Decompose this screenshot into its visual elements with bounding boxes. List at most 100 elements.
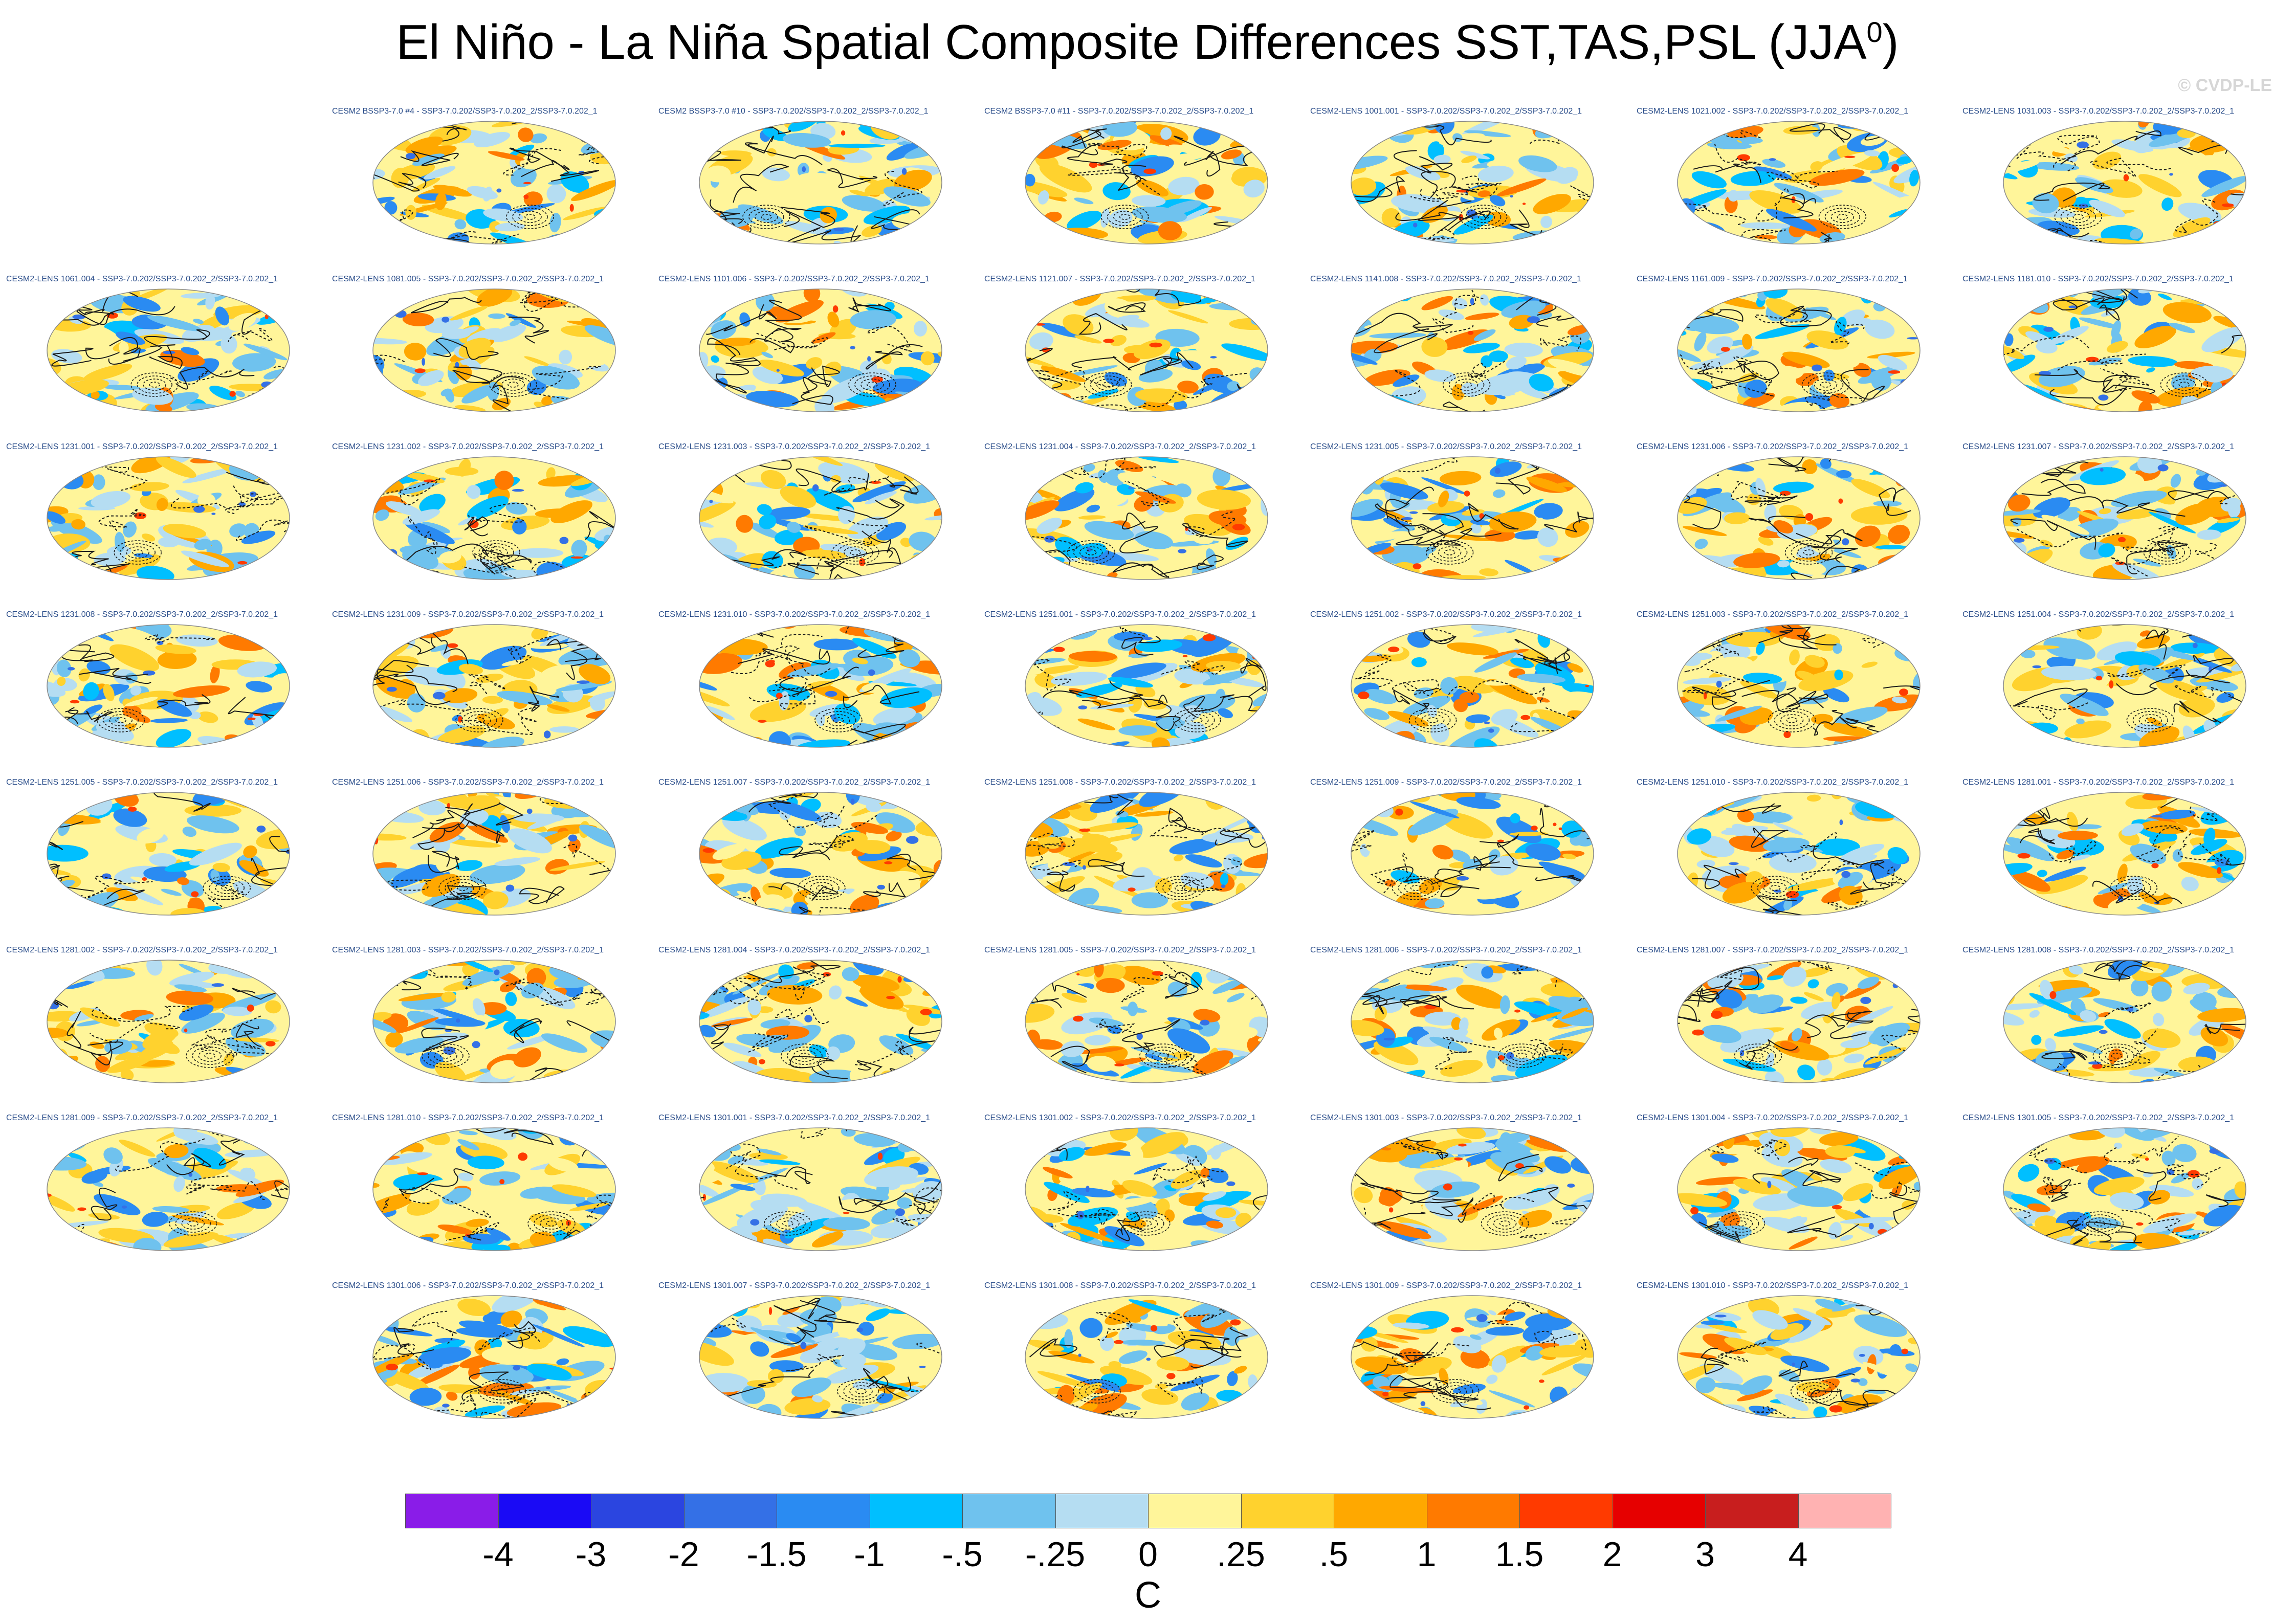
anomaly-patch	[1691, 171, 1727, 189]
anomaly-patch	[2143, 1028, 2181, 1048]
anomaly-patch	[373, 833, 407, 841]
psl-contour	[2003, 701, 2088, 721]
anomaly-patch	[2197, 529, 2221, 540]
anomaly-patch	[1721, 826, 1769, 835]
anomaly-patch	[1820, 1159, 1852, 1173]
anomaly-patch	[2044, 866, 2086, 882]
anomaly-patch	[2170, 642, 2220, 654]
anomaly-patch	[866, 802, 881, 812]
anomaly-patch	[1453, 1336, 1482, 1353]
psl-contour	[1351, 1333, 1404, 1358]
anomaly-patch	[928, 1307, 942, 1323]
psl-contour	[1790, 123, 1851, 143]
anomaly-patch	[782, 1306, 800, 1315]
psl-contour	[1692, 680, 1771, 710]
anomaly-patch	[174, 984, 207, 992]
anomaly-patch	[762, 551, 783, 569]
anomaly-patch	[1216, 792, 1242, 801]
anomaly-patch	[599, 232, 615, 241]
anomaly-spot	[1527, 316, 1540, 323]
anomaly-patch	[142, 1211, 169, 1227]
psl-contour	[1741, 687, 1801, 713]
anomaly-patch	[1227, 381, 1240, 391]
anomaly-patch	[1430, 722, 1449, 743]
psl-contour	[1240, 662, 1267, 698]
anomaly-spot	[543, 730, 551, 739]
psl-contour	[1678, 988, 1718, 1007]
psl-contour	[1480, 833, 1543, 868]
anomaly-patch	[83, 682, 99, 700]
anomaly-patch	[1884, 742, 1906, 747]
anomaly-patch	[1398, 1141, 1437, 1155]
anomaly-patch	[862, 683, 889, 693]
psl-contour-ring	[472, 540, 520, 565]
anomaly-patch	[892, 1333, 942, 1349]
anomaly-patch	[56, 659, 72, 678]
panel-title: CESM2-LENS 1301.003 - SSP3-7.0.202/SSP3-…	[1310, 1114, 1582, 1122]
panel-title: CESM2-LENS 1281.001 - SSP3-7.0.202/SSP3-…	[1962, 778, 2235, 787]
anomaly-patch	[1459, 691, 1480, 703]
anomaly-patch	[2098, 406, 2146, 412]
psl-contour-ring	[2109, 876, 2158, 900]
anomaly-patch	[51, 519, 102, 544]
psl-contour-ring	[1752, 1053, 1764, 1059]
psl-contour-ring	[2172, 379, 2196, 391]
anomaly-patch	[736, 515, 754, 533]
anomaly-patch	[2111, 491, 2167, 507]
anomaly-patch	[828, 985, 842, 1000]
psl-contour	[63, 1011, 102, 1057]
psl-contour	[768, 1325, 817, 1345]
anomaly-spot	[1692, 1029, 1705, 1036]
anomaly-patch	[791, 1377, 831, 1397]
anomaly-patch	[385, 1032, 403, 1048]
anomaly-spot	[2145, 1158, 2149, 1161]
anomaly-spot	[526, 808, 533, 814]
anomaly-patch	[1108, 552, 1159, 562]
anomaly-patch	[1255, 713, 1266, 721]
anomaly-patch	[1565, 521, 1590, 538]
psl-contour	[90, 1020, 180, 1043]
anomaly-patch	[1354, 1187, 1373, 1204]
panel-title: CESM2-LENS 1061.004 - SSP3-7.0.202/SSP3-…	[6, 275, 278, 283]
composite-map	[1025, 456, 1268, 580]
anomaly-patch	[1227, 1371, 1238, 1386]
anomaly-spot	[812, 484, 819, 492]
map-border	[47, 288, 290, 412]
anomaly-spot	[856, 1327, 864, 1332]
anomaly-patch	[1067, 1207, 1118, 1227]
anomaly-spot	[759, 1059, 765, 1064]
anomaly-patch	[1777, 560, 1790, 568]
anomaly-patch	[1122, 1180, 1157, 1197]
panel-title: CESM2-LENS 1251.006 - SSP3-7.0.202/SSP3-…	[332, 778, 604, 787]
anomaly-patch	[1707, 625, 1738, 632]
psl-contour	[589, 852, 615, 875]
anomaly-spot	[247, 1004, 254, 1012]
anomaly-patch	[1074, 197, 1094, 205]
anomaly-patch	[750, 1327, 796, 1347]
psl-contour	[2136, 1169, 2167, 1201]
anomaly-patch	[1694, 539, 1708, 549]
psl-contour	[1780, 305, 1832, 327]
anomaly-patch	[150, 718, 188, 723]
anomaly-patch	[2101, 310, 2115, 317]
anomaly-patch	[710, 320, 737, 340]
anomaly-patch	[1067, 211, 1102, 231]
anomaly-spot	[1149, 342, 1162, 348]
psl-contour	[373, 664, 414, 693]
anomaly-patch	[827, 312, 840, 328]
anomaly-spot	[1506, 1052, 1514, 1059]
anomaly-patch	[549, 861, 605, 871]
psl-contour-ring	[445, 879, 480, 897]
anomaly-patch	[182, 468, 234, 483]
anomaly-spot	[1456, 876, 1469, 881]
anomaly-patch	[1108, 677, 1154, 688]
anomaly-patch	[1352, 401, 1363, 412]
anomaly-patch	[807, 681, 833, 688]
psl-contour	[2003, 792, 2032, 795]
anomaly-spot	[1388, 647, 1400, 653]
psl-contour	[1157, 1376, 1203, 1397]
anomaly-patch	[1728, 190, 1739, 202]
anomaly-patch	[1439, 471, 1482, 485]
anomaly-patch	[2071, 854, 2090, 861]
psl-contour	[780, 207, 835, 228]
